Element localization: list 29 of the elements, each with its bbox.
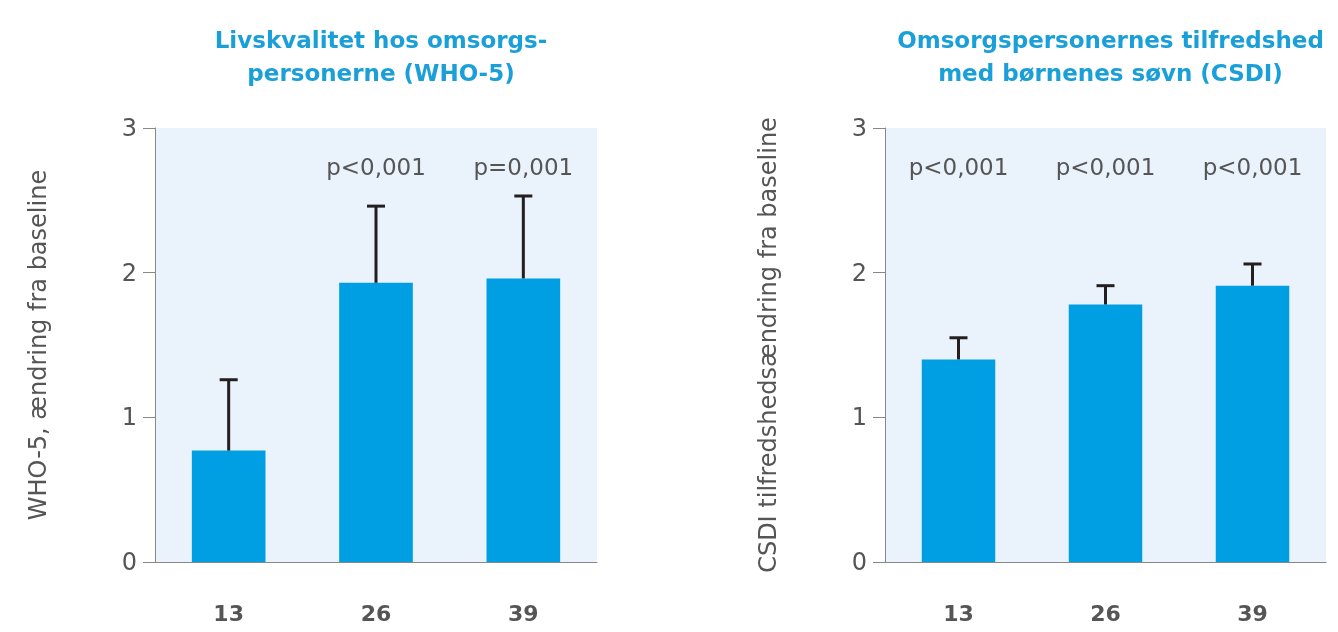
bar xyxy=(921,359,996,562)
x-tick-label: 39 xyxy=(508,600,539,626)
chart-title: Omsorgspersonernes tilfredshed med børnenes søvn (CSDI) xyxy=(897,26,1324,86)
y-tick-label: 0 xyxy=(851,548,867,576)
y-tick-label: 2 xyxy=(851,258,867,287)
bar xyxy=(339,282,413,562)
x-tick-label: 39 xyxy=(1237,600,1268,626)
annotation: p<0,001 xyxy=(326,154,426,181)
chart-title: Livskvalitet hos omsorgs- personerne (WHO-5) xyxy=(214,26,548,86)
x-tick-label: 26 xyxy=(1090,600,1121,626)
y-tick-label: 1 xyxy=(851,403,867,432)
y-tick-label: 3 xyxy=(851,114,867,142)
x-tick-label: 13 xyxy=(943,600,974,626)
annotation: p<0,001 xyxy=(1202,154,1303,181)
bar xyxy=(486,278,561,562)
annotation: p<0,001 xyxy=(908,154,1009,181)
x-tick-label: 26 xyxy=(360,600,392,626)
y-axis-title: WHO-5, ændring fra baseline xyxy=(24,169,52,521)
bar xyxy=(1068,304,1143,562)
y-tick-label: 2 xyxy=(121,258,137,287)
x-tick-label: 13 xyxy=(213,600,244,626)
bar xyxy=(1215,285,1290,562)
y-tick-label: 1 xyxy=(121,403,137,432)
y-tick-label: 3 xyxy=(121,114,137,142)
bar xyxy=(191,450,266,562)
annotation: p=0,001 xyxy=(473,154,574,181)
y-tick-label: 0 xyxy=(121,548,137,576)
annotation: p<0,001 xyxy=(1055,154,1156,181)
y-axis-title: CSDI tilfredshedsændring fra baseline xyxy=(754,117,782,573)
